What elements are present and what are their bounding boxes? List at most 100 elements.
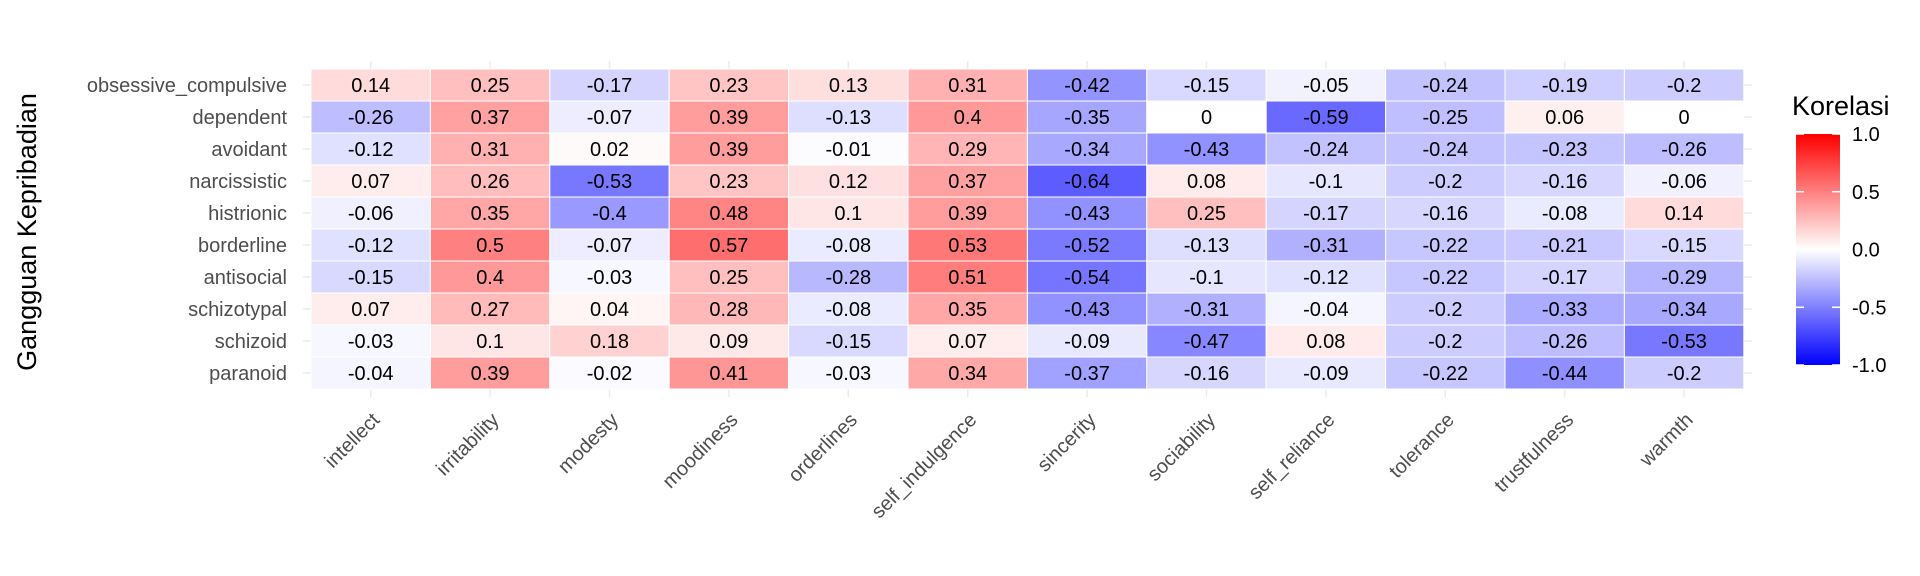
cell-value-label: -0.2 [1428,331,1462,353]
heatmap-cell [1265,132,1387,166]
heatmap-cell [788,228,909,262]
heatmap-cell [549,356,670,390]
cell-value-label: -0.15 [1184,75,1230,97]
color-legend: Korelasi 1.0 0.5 0.0 -0.5 -1.0 [1792,91,1890,377]
cell-value-label: -0.42 [1064,75,1110,97]
heatmap-cell [549,100,670,134]
cell-value-label: -0.08 [826,299,872,321]
cell-value-label: -0.53 [587,171,633,193]
cell-value-label: 0.48 [709,203,748,225]
heatmap-cell [1623,260,1745,294]
legend-tick-label: 1.0 [1852,124,1880,146]
cell-value-label: -0.01 [826,139,872,161]
heatmap-cell [907,260,1028,294]
heatmap-cell [1623,196,1745,230]
heatmap-cell [1385,68,1506,102]
heatmap-cell [1504,100,1625,134]
cell-value-label: -0.24 [1423,75,1469,97]
heatmap-cell [1265,260,1387,294]
cell-value-label: -0.17 [1303,203,1349,225]
cell-value-label: -0.25 [1423,107,1469,129]
column-label: tolerance [1385,409,1459,483]
cell-value-label: -0.16 [1542,171,1588,193]
heatmap-cell [1623,356,1745,390]
cell-value-label: 0.4 [476,267,504,289]
cell-value-label: 0.04 [590,299,629,321]
heatmap-cell [1265,196,1387,230]
cell-value-label: 0.26 [471,171,510,193]
heatmap-cell [668,68,790,102]
legend-tick-label: -0.5 [1852,297,1886,319]
cell-value-label: 0.37 [471,107,510,129]
heatmap-cell [788,356,909,390]
heatmap-cell [310,292,431,326]
cell-value-label: -0.35 [1064,107,1110,129]
cell-value-label: -0.64 [1064,171,1110,193]
column-label: moodiness [658,409,742,493]
cell-value-label: 0.25 [1187,203,1226,225]
row-label: antisocial [204,267,287,289]
heatmap-cell [310,100,431,134]
cell-value-label: 0.37 [948,171,987,193]
y-axis-title: Gangguan Kepribadian [12,93,42,371]
cell-value-label: -0.24 [1303,139,1349,161]
cell-value-label: -0.02 [587,363,633,385]
cell-value-label: -0.07 [587,235,633,257]
cell-value-label: 0.23 [709,171,748,193]
heatmap-cell [310,356,431,390]
cell-value-label: -0.59 [1303,107,1349,129]
heatmap-cell [1146,356,1267,390]
cell-value-label: -0.28 [826,267,872,289]
cell-value-label: -0.21 [1542,235,1588,257]
heatmap-cell [907,324,1028,358]
heatmap-cell [1385,324,1506,358]
cell-value-label: -0.03 [826,363,872,385]
cell-value-label: -0.24 [1423,139,1469,161]
heatmap-cell [429,196,551,230]
heatmap-cell [1385,228,1506,262]
cell-value-label: -0.23 [1542,139,1588,161]
cell-value-label: 0.07 [351,171,390,193]
cell-value-label: 0.27 [471,299,510,321]
cell-value-label: -0.13 [1184,235,1230,257]
column-label: self_indulgence [867,409,981,523]
row-label: obsessive_compulsive [87,75,287,97]
heatmap-cell [1385,260,1506,294]
cell-value-label: -0.12 [1303,267,1349,289]
cell-value-label: -0.09 [1064,331,1110,353]
legend-tick-label: -1.0 [1852,355,1886,377]
heatmap-cell [907,228,1028,262]
heatmap-cell [549,260,670,294]
cell-value-label: 0.06 [1545,107,1584,129]
cell-value-label: -0.22 [1423,363,1469,385]
heatmap-cell [1146,68,1267,102]
cell-value-label: -0.22 [1423,235,1469,257]
row-label: schizotypal [188,299,287,321]
cell-value-label: -0.16 [1184,363,1230,385]
cell-value-label: 0.31 [948,75,987,97]
heatmap-cell [1504,228,1625,262]
heatmap-cell [788,292,909,326]
heatmap-cell [907,100,1028,134]
cell-value-label: -0.26 [1661,139,1707,161]
legend-tick-label: 0.0 [1852,240,1880,262]
cell-value-label: -0.26 [1542,331,1588,353]
heatmap-cell [1504,164,1625,198]
cell-value-label: -0.37 [1064,363,1110,385]
cell-value-label: 0.02 [590,139,629,161]
heatmap-cell [1146,164,1267,198]
cell-value-label: -0.04 [1303,299,1349,321]
cell-value-labels: 0.14 0.25 -0.17 0.23 0.13 0.31 -0.42 -0.15 -0.05… [348,75,1707,385]
heatmap-cell [788,132,909,166]
heatmap-cell [1504,292,1625,326]
cell-value-label: 0.14 [1665,203,1704,225]
cell-value-label: 0.07 [351,299,390,321]
cell-value-label: -0.13 [826,107,872,129]
heatmap-cell [1026,196,1148,230]
column-label: modesty [554,409,623,478]
row-label: borderline [198,235,287,257]
cell-value-label: 0.57 [709,235,748,257]
cell-value-label: -0.1 [1189,267,1223,289]
cell-value-label: -0.16 [1423,203,1469,225]
